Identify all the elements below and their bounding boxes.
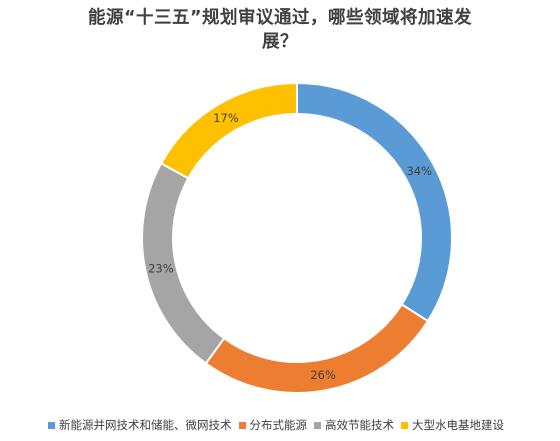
legend-item: 新能源并网技术和储能、微网技术 <box>48 417 232 433</box>
slice-data-label: 17% <box>213 111 239 125</box>
legend-item: 大型水电基地建设 <box>401 417 504 433</box>
legend-label: 新能源并网技术和储能、微网技术 <box>59 418 232 432</box>
legend-swatch <box>401 421 408 429</box>
legend-swatch <box>314 421 321 429</box>
donut-slice <box>159 81 298 180</box>
donut-slice <box>296 81 453 323</box>
chart-title: 能源“十三五”规划审议通过，哪些领域将加速发 展？ <box>87 8 472 52</box>
legend-label: 高效节能技术 <box>325 418 394 432</box>
slice-data-label: 26% <box>310 368 336 382</box>
legend-label: 大型水电基地建设 <box>412 418 504 432</box>
legend-item: 分布式能源 <box>238 417 308 433</box>
slice-data-label: 34% <box>406 164 432 178</box>
legend-swatch <box>238 421 246 429</box>
legend-label: 分布式能源 <box>249 418 308 432</box>
legend-swatch <box>48 421 55 429</box>
chart-legend: 新能源并网技术和储能、微网技术 分布式能源 高效节能技术 大型水电基地建设 <box>48 417 511 433</box>
legend-item: 高效节能技术 <box>314 417 394 433</box>
slice-data-label: 23% <box>148 261 174 275</box>
